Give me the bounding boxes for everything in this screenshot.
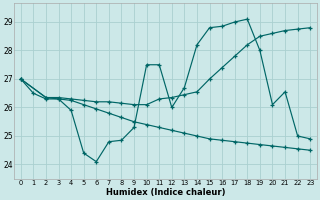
X-axis label: Humidex (Indice chaleur): Humidex (Indice chaleur) — [106, 188, 225, 197]
